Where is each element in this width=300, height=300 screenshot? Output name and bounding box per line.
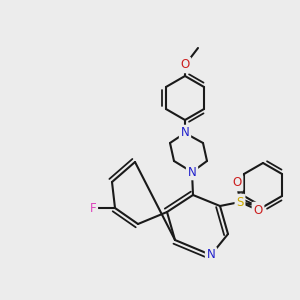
Text: N: N bbox=[181, 127, 189, 140]
Text: N: N bbox=[207, 248, 215, 262]
Text: O: O bbox=[232, 176, 242, 190]
Text: F: F bbox=[90, 202, 96, 214]
Text: S: S bbox=[236, 196, 244, 208]
Text: O: O bbox=[254, 203, 262, 217]
Text: N: N bbox=[188, 166, 196, 178]
Text: O: O bbox=[180, 58, 190, 71]
